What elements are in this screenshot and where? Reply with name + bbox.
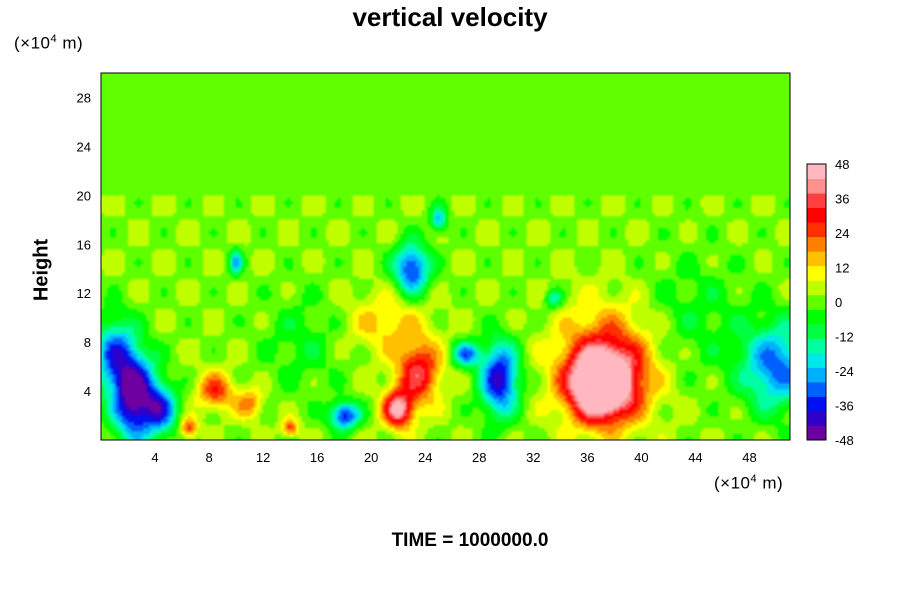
- x-tick-label: 44: [688, 450, 702, 465]
- colorbar-swatch: [807, 323, 826, 339]
- colorbar-tick-label: -12: [835, 330, 854, 345]
- x-tick-label: 16: [310, 450, 324, 465]
- colorbar-swatch: [807, 251, 826, 267]
- colorbar-swatch: [807, 294, 826, 310]
- colorbar-swatch: [807, 265, 826, 281]
- x-tick-label: 4: [151, 450, 158, 465]
- colorbar-tick-label: 48: [835, 157, 849, 172]
- colorbar-swatch: [807, 207, 826, 223]
- y-tick-label: 16: [77, 237, 91, 252]
- y-tick-label: 28: [77, 90, 91, 105]
- y-axis-unit: (×104 m): [14, 33, 84, 53]
- x-axis-unit: (×104 m): [714, 473, 784, 493]
- x-tick-label: 28: [472, 450, 486, 465]
- colorbar-swatch: [807, 236, 826, 252]
- time-label: TIME = 1000000.0: [391, 530, 549, 551]
- colorbar-tick-label: -36: [835, 399, 854, 414]
- x-tick-label: 48: [742, 450, 756, 465]
- x-tick-label: 20: [364, 450, 378, 465]
- colorbar-swatch: [807, 410, 826, 426]
- colorbar-swatch: [807, 367, 826, 383]
- colorbar-swatch: [807, 222, 826, 238]
- colorbar-swatch: [807, 396, 826, 412]
- x-tick-label: 40: [634, 450, 648, 465]
- colorbar-tick-label: 36: [835, 192, 849, 207]
- y-tick-label: 12: [77, 286, 91, 301]
- x-tick-label: 8: [205, 450, 212, 465]
- colorbar-ticks: 48 36 24 12 0 -12 -24 -36 -48: [835, 157, 854, 448]
- y-tick-label: 8: [84, 335, 91, 350]
- plot-frame: [100, 72, 791, 441]
- chart-title: vertical velocity: [352, 2, 548, 32]
- colorbar-tick-label: 24: [835, 226, 849, 241]
- colorbar: [806, 163, 827, 441]
- colorbar-swatch: [807, 338, 826, 354]
- x-tick-label: 36: [580, 450, 594, 465]
- colorbar-swatch: [807, 352, 826, 368]
- colorbar-tick-label: 12: [835, 261, 849, 276]
- y-tick-label: 20: [77, 188, 91, 203]
- y-ticks: 4 8 12 16 20 24 28: [77, 90, 91, 399]
- x-tick-label: 32: [526, 450, 540, 465]
- colorbar-swatch: [807, 280, 826, 296]
- colorbar-swatch: [807, 425, 826, 441]
- colorbar-tick-label: 0: [835, 295, 842, 310]
- colorbar-swatch: [807, 178, 826, 194]
- velocity-field: [101, 73, 790, 440]
- y-tick-label: 24: [77, 139, 91, 154]
- colorbar-tick-label: -48: [835, 433, 854, 448]
- x-tick-label: 12: [256, 450, 270, 465]
- colorbar-tick-label: -24: [835, 364, 854, 379]
- colorbar-swatch: [807, 193, 826, 209]
- colorbar-swatch: [807, 309, 826, 325]
- colorbar-swatch: [807, 381, 826, 397]
- colorbar-swatch: [807, 164, 826, 180]
- colorbar-frame: [806, 163, 827, 441]
- x-tick-label: 24: [418, 450, 432, 465]
- y-tick-label: 4: [84, 384, 91, 399]
- x-ticks: 4 8 12 16 20 24 28 32 36 40 44 48: [151, 450, 756, 465]
